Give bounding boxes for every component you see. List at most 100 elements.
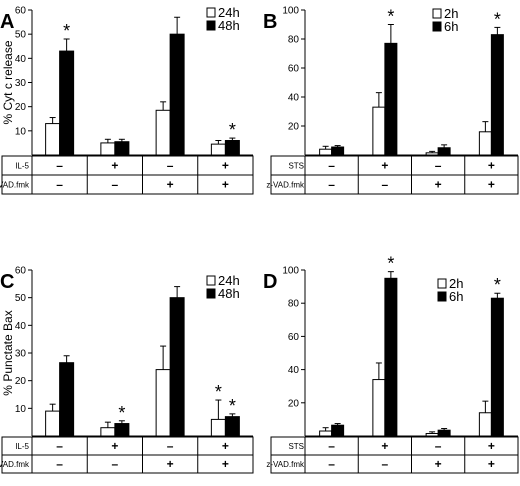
minus-sign: – [56,439,63,453]
legend-label: 48h [218,18,240,33]
bar-48h-group-3 [169,297,185,437]
bar-6h-group-2 [384,277,398,437]
bar-48h-group-4 [224,416,240,437]
bar-2h-group-2 [372,379,386,437]
bar-2h-group-1 [319,430,333,437]
minus-sign: – [328,178,335,192]
minus-sign: – [56,178,63,192]
legend-swatch [206,7,216,18]
minus-sign: – [167,439,174,453]
bar-48h-group-1 [59,362,75,437]
minus-sign: – [382,178,389,192]
plus-sign: + [435,178,442,192]
treatment-label: z-VAD.fmk [266,460,305,469]
bar-6h-group-3 [437,429,451,437]
minus-sign: – [56,159,63,173]
y-tick-label: 40 [288,365,300,376]
y-tick-label: 50 [15,30,27,41]
y-tick-label: 10 [15,126,27,137]
minus-sign: – [112,178,119,192]
bar-24h-group-2 [100,427,116,437]
minus-sign: – [56,457,63,471]
plus-sign: + [488,159,495,173]
significance-star: * [494,275,501,295]
legend-swatch [437,291,447,302]
significance-star: * [494,9,501,29]
bar-2h-group-3 [425,433,439,437]
legend-swatch [206,275,216,286]
treatment-label: z-VAD.fmk [0,181,30,190]
bar-2h-group-4 [478,131,492,156]
significance-star: * [63,21,70,41]
bar-48h-group-2 [114,141,130,156]
bar-6h-group-1 [331,146,345,156]
y-tick-label: 50 [15,293,27,304]
y-tick-label: 80 [288,299,300,310]
treatment-label: IL-5 [15,442,29,451]
y-tick-label: 100 [282,266,299,277]
legend-swatch [432,21,442,32]
plus-sign: + [488,457,495,471]
y-tick-label: 40 [15,321,27,332]
legend-swatch [437,278,447,289]
plus-sign: + [488,439,495,453]
treatment-label: IL-5 [15,162,29,171]
significance-star: * [229,120,236,140]
y-tick-label: 60 [15,6,27,17]
plus-sign: + [222,457,229,471]
legend-swatch [206,288,216,299]
y-tick-label: 40 [288,93,300,104]
y-tick-label: 80 [288,35,300,46]
minus-sign: – [112,457,119,471]
bar-2h-group-1 [319,148,333,156]
y-tick-label: 30 [15,78,27,89]
legend-label: 24h [218,273,240,288]
plus-sign: + [222,159,229,173]
y-axis-label: % Cyt c release [1,40,15,124]
panel-letter: B [263,11,277,33]
y-tick-label: 60 [15,266,27,277]
bar-6h-group-4 [490,34,504,156]
bar-6h-group-1 [331,424,345,437]
plus-sign: + [222,439,229,453]
bar-48h-group-3 [169,33,185,156]
y-tick-label: 30 [15,349,27,360]
minus-sign: – [382,457,389,471]
y-tick-label: 40 [15,54,27,65]
minus-sign: – [328,457,335,471]
minus-sign: – [328,439,335,453]
bar-24h-group-2 [100,142,116,156]
y-tick-label: 60 [288,64,300,75]
panel-letter: A [0,11,14,33]
legend-label: 24h [218,5,240,20]
y-tick-label: 100 [282,6,299,17]
significance-star: * [118,403,125,423]
plus-sign: + [111,439,118,453]
minus-sign: – [435,439,442,453]
bar-6h-group-4 [490,297,504,437]
treatment-label: z-VAD.fmk [0,460,30,469]
significance-star: * [387,7,394,27]
treatment-label: STS [288,442,304,451]
y-tick-label: 60 [288,332,300,343]
y-tick-label: 20 [15,102,27,113]
bar-2h-group-3 [425,152,439,156]
bar-24h-group-3 [155,369,171,437]
panel-letter: D [263,271,277,293]
bar-2h-group-4 [478,412,492,437]
panel-letter: C [0,271,14,293]
plus-sign: + [111,159,118,173]
significance-star: * [215,382,222,402]
legend-label: 2h [449,276,463,291]
significance-star: * [229,396,236,416]
bar-24h-group-1 [45,410,61,437]
bar-6h-group-2 [384,42,398,156]
bar-48h-group-2 [114,423,130,437]
legend-label: 6h [444,19,458,34]
minus-sign: – [435,159,442,173]
plus-sign: + [435,457,442,471]
